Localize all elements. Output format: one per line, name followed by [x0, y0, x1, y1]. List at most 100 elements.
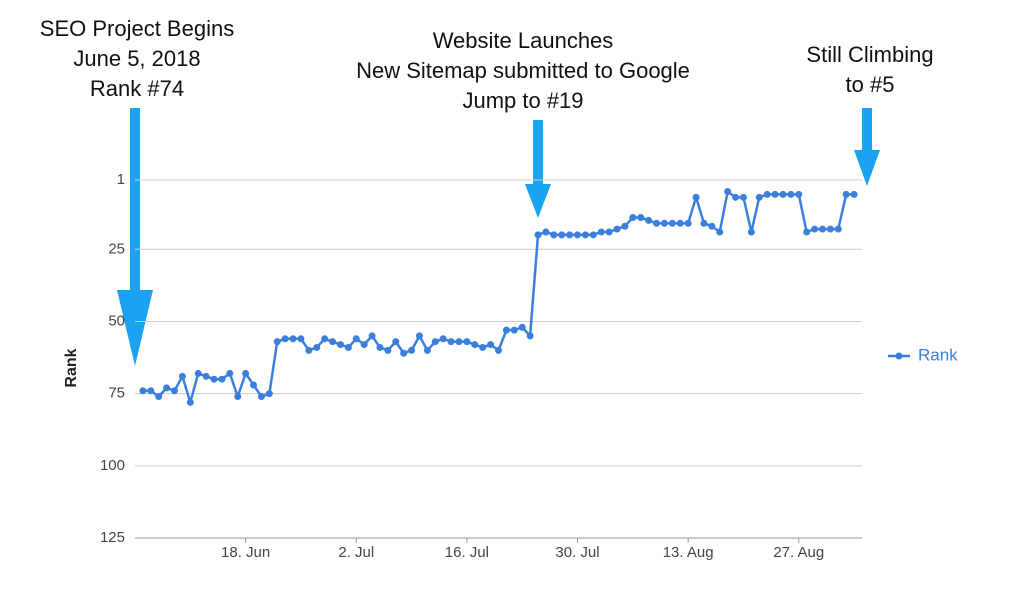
- data-point: [779, 190, 787, 198]
- arrow-shaft: [533, 120, 543, 186]
- annotation: Jump to #19: [462, 88, 583, 113]
- data-point: [747, 228, 755, 236]
- data-point: [510, 326, 518, 334]
- data-point: [739, 193, 747, 201]
- data-point: [471, 341, 479, 349]
- data-point: [605, 228, 613, 236]
- data-point: [226, 369, 234, 377]
- data-point: [700, 219, 708, 227]
- y-tick-label: 100: [100, 457, 125, 474]
- data-point: [242, 369, 250, 377]
- data-point: [645, 216, 653, 224]
- legend-label: Rank: [918, 345, 958, 364]
- data-point: [771, 190, 779, 198]
- data-point: [329, 338, 337, 346]
- y-axis-label: Rank: [63, 348, 80, 387]
- annotation: to #5: [846, 72, 895, 97]
- data-point: [795, 190, 803, 198]
- data-point: [210, 375, 218, 383]
- data-point: [763, 190, 771, 198]
- x-tick-label: 27. Aug: [773, 544, 824, 561]
- data-point: [842, 190, 850, 198]
- data-point: [178, 372, 186, 380]
- data-point: [495, 346, 502, 354]
- data-point: [732, 193, 740, 201]
- x-tick-label: 2. Jul: [338, 544, 374, 561]
- data-point: [668, 219, 676, 227]
- data-point: [629, 214, 637, 222]
- data-point: [202, 372, 210, 380]
- y-tick-label: 50: [108, 312, 125, 329]
- data-point: [297, 335, 305, 343]
- data-point: [755, 193, 763, 201]
- data-point: [597, 228, 605, 236]
- data-point: [313, 343, 321, 351]
- data-point: [273, 338, 281, 346]
- data-point: [574, 231, 582, 239]
- data-point: [163, 384, 171, 392]
- data-point: [281, 335, 289, 343]
- arrow-shaft: [130, 108, 140, 292]
- data-point: [408, 346, 416, 354]
- data-point: [826, 225, 834, 233]
- arrows: [117, 108, 880, 366]
- y-tick-label: 1: [117, 171, 125, 188]
- data-point: [566, 231, 574, 239]
- x-tick-label: 16. Jul: [445, 544, 489, 561]
- data-point: [558, 231, 566, 239]
- data-point: [431, 338, 439, 346]
- data-point: [708, 222, 716, 230]
- data-point: [692, 193, 700, 201]
- data-point: [637, 214, 645, 222]
- data-point: [155, 393, 163, 401]
- x-tick-label: 18. Jun: [221, 544, 270, 561]
- data-point: [400, 349, 408, 357]
- data-point: [621, 222, 629, 230]
- data-point: [250, 381, 258, 389]
- data-point: [415, 332, 423, 340]
- annotation: Still Climbing: [806, 42, 933, 67]
- data-point: [368, 332, 376, 340]
- data-point: [147, 387, 155, 395]
- data-point: [447, 338, 455, 346]
- arrow-head: [117, 290, 153, 366]
- y-tick-label: 25: [108, 240, 125, 257]
- data-point: [336, 341, 344, 349]
- data-point: [542, 228, 550, 236]
- data-point: [660, 219, 668, 227]
- data-point: [589, 231, 597, 239]
- data-point: [423, 346, 431, 354]
- data-point: [818, 225, 826, 233]
- data-point: [257, 393, 265, 401]
- data-point: [534, 231, 542, 239]
- x-tick-label: 30. Jul: [555, 544, 599, 561]
- annotation: Website Launches: [433, 28, 614, 53]
- data-point: [376, 343, 384, 351]
- data-point: [171, 387, 179, 395]
- annotation: Rank #74: [90, 76, 184, 101]
- data-point: [526, 332, 534, 340]
- data-point: [653, 219, 661, 227]
- legend-swatch-dot: [895, 352, 903, 360]
- data-point: [834, 225, 842, 233]
- data-point: [194, 369, 202, 377]
- data-point: [613, 225, 621, 233]
- x-tick-label: 13. Aug: [663, 544, 714, 561]
- data-point: [321, 335, 329, 343]
- data-point: [716, 228, 724, 236]
- data-point: [384, 346, 392, 354]
- data-point: [305, 346, 313, 354]
- data-point: [463, 338, 471, 346]
- data-point: [186, 398, 194, 406]
- data-point: [724, 188, 732, 196]
- arrow-shaft: [862, 108, 872, 152]
- data-point: [234, 393, 242, 401]
- data-point: [344, 343, 352, 351]
- data-point: [803, 228, 811, 236]
- data-point: [455, 338, 463, 346]
- data-point: [787, 190, 795, 198]
- data-point: [479, 343, 487, 351]
- arrow-head: [525, 184, 551, 218]
